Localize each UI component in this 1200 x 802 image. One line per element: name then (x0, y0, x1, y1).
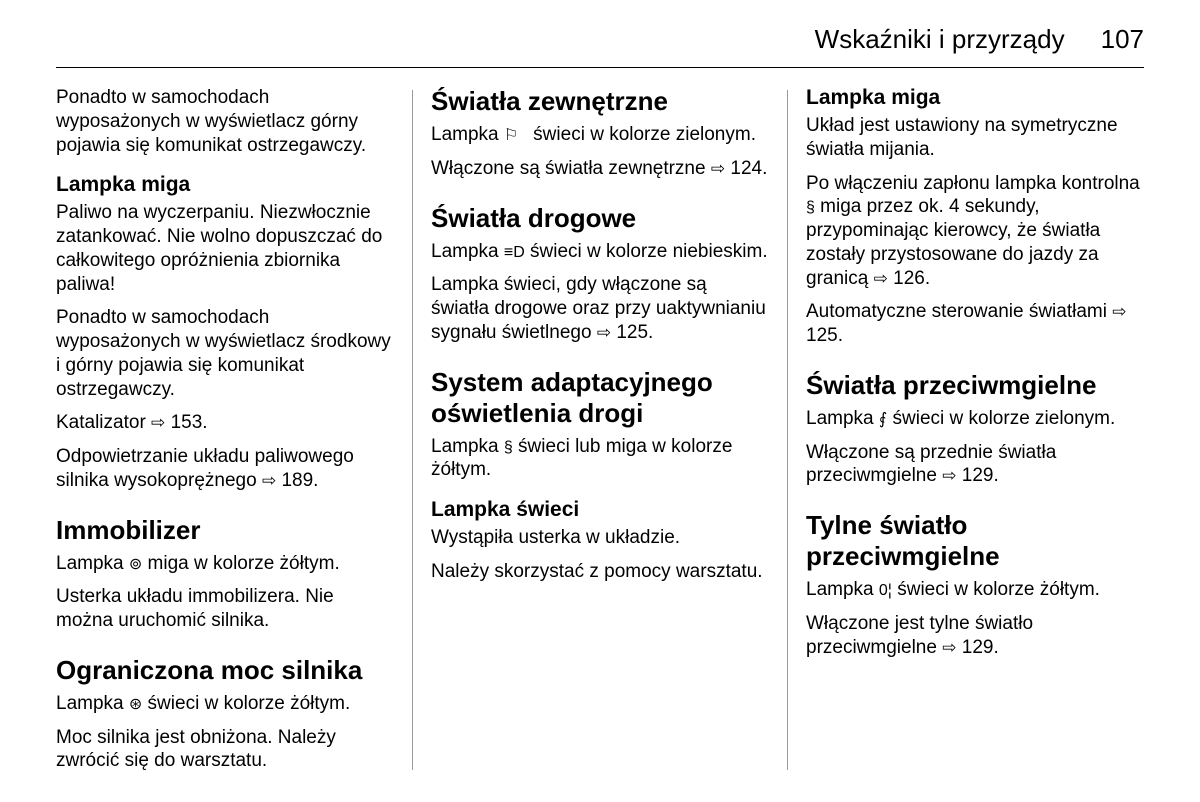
text-fragment: Lampka (431, 124, 504, 145)
heading-swiatla-przeciwmgielne: Światła przeciwmgielne (806, 370, 1144, 401)
text-fragment: Automatyczne sterowanie światłami (806, 301, 1112, 322)
reference-arrow-icon: ⇨ (874, 268, 888, 289)
body-text: Po włączeniu zapłonu lampka kontrolna § … (806, 172, 1144, 291)
page-ref: 189. (281, 470, 318, 491)
reference-arrow-icon: ⇨ (711, 158, 725, 179)
text-fragment: Włączone są przednie światła przeciwmgie… (806, 442, 1056, 487)
body-text: Należy skorzystać z pomocy warsztatu. (431, 560, 769, 584)
body-text: Lampka ⨐ świeci w kolorze zielonym. (806, 407, 1144, 431)
body-text: Lampka ⊛ świeci w kolorze żółtym. (56, 692, 394, 716)
text-fragment: miga w kolorze żółtym. (142, 553, 339, 574)
body-text: Usterka układu immobilizera. Nie można u… (56, 585, 394, 633)
body-text: Paliwo na wyczerpaniu. Niezwłocznie zata… (56, 201, 394, 296)
page-ref: 153. (171, 412, 208, 433)
heading-swiatla-zewnetrzne: Światła zewnętrzne (431, 86, 769, 117)
body-text: Katalizator ⇨ 153. (56, 411, 394, 435)
page-number: 107 (1101, 24, 1144, 55)
page-ref: 129. (962, 465, 999, 486)
column-2: Światła zewnętrzne Lampka ⚐ świeci w ko… (413, 86, 787, 783)
reference-arrow-icon: ⇨ (1112, 301, 1126, 322)
text-fragment: Lampka (806, 579, 879, 600)
subheading-lampka-swieci: Lampka świeci (431, 498, 769, 522)
body-text: Ponadto w samochodach wyposażonych w wyś… (56, 86, 394, 157)
reference-arrow-icon: ⇨ (942, 465, 956, 486)
heading-ograniczona-moc: Ograniczona moc silnika (56, 655, 394, 686)
text-fragment: świeci w kolorze zielonym. (887, 408, 1115, 429)
page-ref: 129. (962, 637, 999, 658)
fog-light-front-icon: ⨐ (879, 410, 887, 430)
page-ref: 125. (806, 325, 843, 346)
heading-tylne-swiatlo: Tylne światło przeciwmgielne (806, 510, 1144, 572)
text-fragment: Włączone są światła zewnętrzne (431, 158, 711, 179)
body-text: Włączone są światła zewnętrzne ⇨ 124. (431, 157, 769, 181)
fog-light-rear-icon: 0¦ (879, 581, 892, 601)
body-text: Lampka 0¦ świeci w kolorze żółtym. (806, 578, 1144, 602)
text-fragment: świeci w kolorze żółtym. (892, 579, 1100, 600)
text-fragment: Lampka (56, 553, 129, 574)
exterior-lights-icon: ⚐ (504, 126, 528, 146)
text-fragment: świeci w kolorze zielonym. (528, 124, 756, 145)
page-ref: 125. (616, 322, 653, 343)
body-text: Ponadto w samochodach wyposażonych w wyś… (56, 306, 394, 401)
text-fragment: miga przez ok. 4 sekundy, przypominając … (806, 196, 1100, 288)
text-fragment: Włączone jest tylne światło przeciwmgiel… (806, 613, 1033, 658)
body-text: Włączone jest tylne światło przeciwmgiel… (806, 612, 1144, 660)
text-fragment: Lampka (56, 693, 129, 714)
section-title: Wskaźniki i przyrządy (815, 24, 1065, 55)
page-ref: 124. (730, 158, 767, 179)
subheading-lampka-miga: Lampka miga (56, 173, 394, 197)
body-text: Lampka § świeci lub miga w kolorze żółty… (431, 435, 769, 483)
adaptive-light-icon: § (806, 198, 815, 218)
text-fragment: Lampka (806, 408, 879, 429)
adaptive-light-icon: § (504, 438, 513, 458)
body-text: Lampka ⊚ miga w kolorze żółtym. (56, 552, 394, 576)
immobilizer-icon: ⊚ (129, 555, 142, 575)
heading-immobilizer: Immobilizer (56, 515, 394, 546)
page-ref: 126. (893, 268, 930, 289)
heading-swiatla-drogowe: Światła drogowe (431, 203, 769, 234)
page-header: Wskaźniki i przyrządy 107 (56, 24, 1144, 68)
body-text: Wystąpiła usterka w układzie. (431, 526, 769, 550)
body-text: Odpowietrzanie układu paliwowego silnika… (56, 445, 394, 493)
reference-arrow-icon: ⇨ (151, 412, 165, 433)
body-text: Włączone są przednie światła przeciwmgie… (806, 441, 1144, 489)
body-text: Moc silnika jest obniżona. Należy zwróci… (56, 726, 394, 774)
heading-system-adaptacyjnego: System adaptacyjnego oświetlenia drogi (431, 367, 769, 429)
body-text: Automatyczne sterowanie światłami ⇨ 125. (806, 300, 1144, 348)
high-beam-icon: ≡D (504, 243, 525, 263)
text-fragment: Lampka (431, 436, 504, 457)
reference-arrow-icon: ⇨ (262, 470, 276, 491)
text-fragment: Katalizator (56, 412, 151, 433)
content-columns: Ponadto w samochodach wyposażonych w wyś… (56, 86, 1144, 783)
reference-arrow-icon: ⇨ (597, 322, 611, 343)
text-fragment: świeci w kolorze niebieskim. (525, 241, 768, 262)
body-text: Lampka ⚐ świeci w kolorze zielonym. (431, 123, 769, 147)
text-fragment: Po włączeniu zapłonu lampka kontrolna (806, 173, 1140, 194)
column-1: Ponadto w samochodach wyposażonych w wyś… (56, 86, 412, 783)
engine-power-icon: ⊛ (129, 695, 142, 715)
subheading-lampka-miga: Lampka miga (806, 86, 1144, 110)
reference-arrow-icon: ⇨ (942, 637, 956, 658)
body-text: Lampka ≡D świeci w kolorze niebieskim. (431, 240, 769, 264)
text-fragment: Lampka (431, 241, 504, 262)
text-fragment: świeci w kolorze żółtym. (142, 693, 350, 714)
column-3: Lampka miga Układ jest ustawiony na syme… (788, 86, 1144, 783)
body-text: Lampka świeci, gdy włączone są światła d… (431, 273, 769, 344)
body-text: Układ jest ustawiony na symetryczne świa… (806, 114, 1144, 162)
